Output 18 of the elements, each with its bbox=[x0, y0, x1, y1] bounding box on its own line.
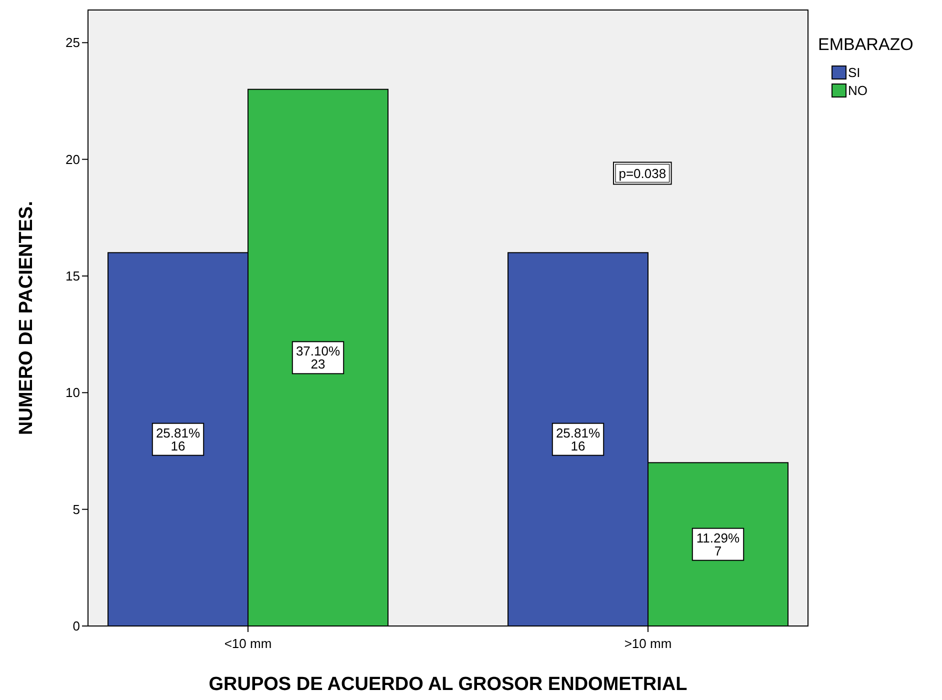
legend-label: SI bbox=[848, 65, 860, 80]
data-label: 25.81% 16 bbox=[556, 425, 600, 454]
legend-title: EMBARAZO bbox=[818, 35, 914, 54]
y-axis-title: NUMERO DE PACIENTES. bbox=[16, 200, 37, 436]
y-tick-label: 25 bbox=[66, 35, 80, 50]
x-tick-label: <10 mm bbox=[224, 636, 272, 651]
annotation: p=0.038 bbox=[618, 166, 666, 182]
x-axis-title: GRUPOS DE ACUERDO AL GROSOR ENDOMETRIAL bbox=[208, 674, 688, 695]
y-tick-label: 20 bbox=[66, 152, 80, 167]
y-tick-label: 5 bbox=[72, 502, 80, 517]
data-label: 11.29% 7 bbox=[696, 530, 740, 558]
y-tick-label: 15 bbox=[66, 268, 80, 284]
data-label: 37.10% 23 bbox=[296, 344, 340, 372]
y-tick-label: 0 bbox=[72, 618, 80, 634]
x-tick-label: >10 mm bbox=[624, 636, 672, 651]
data-label: 25.81% 16 bbox=[156, 425, 200, 454]
legend-label: NO bbox=[848, 83, 868, 98]
y-tick-label: 10 bbox=[66, 385, 80, 400]
